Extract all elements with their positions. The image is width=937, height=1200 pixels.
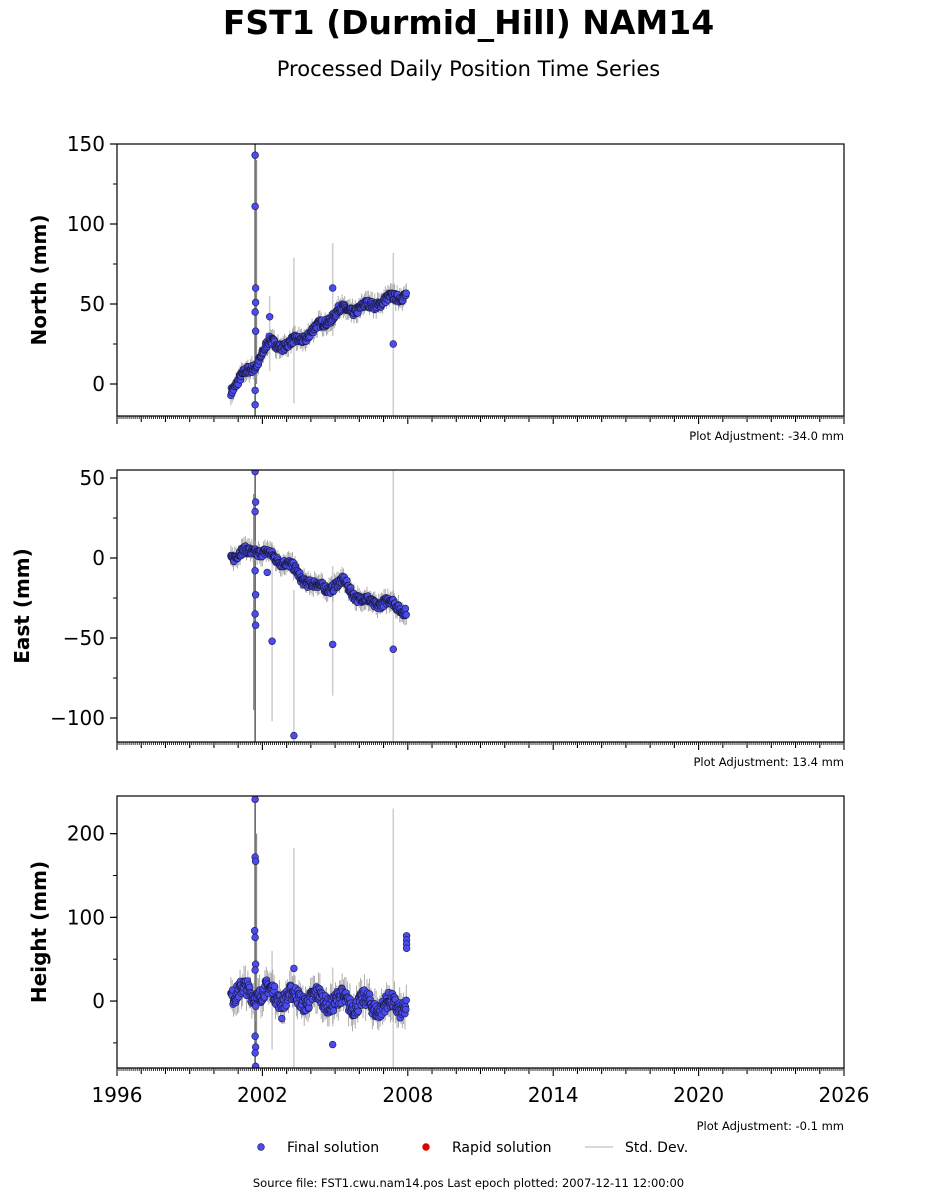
final-solution-point <box>328 640 337 649</box>
plot-adjustment-note: Plot Adjustment: -0.1 mm <box>697 1119 844 1133</box>
final-solution-point <box>251 202 259 211</box>
y-axis-label: Height (mm) <box>27 861 51 1003</box>
y-tick-label: −50 <box>63 626 105 650</box>
y-tick-label: 50 <box>80 466 105 490</box>
final-solution-point <box>251 857 260 865</box>
legend-label: Rapid solution <box>452 1140 552 1156</box>
source-footer: Source file: FST1.cwu.nam14.pos Last epo… <box>252 1176 685 1190</box>
final-solution-point <box>251 1032 259 1040</box>
final-solution-point <box>328 284 337 292</box>
final-solution-point <box>263 568 271 577</box>
final-solution-point <box>250 927 259 935</box>
final-solution-point <box>401 604 410 613</box>
y-tick-label: 100 <box>67 212 105 236</box>
final-solution-point <box>402 996 410 1005</box>
panel-north: 0 50 100 150 North (mm) Plot Adjustment: -34.… <box>27 132 845 443</box>
y-axis-label: North (mm) <box>27 214 51 345</box>
final-solution-point <box>251 327 260 335</box>
y-tick-label: 150 <box>67 132 105 156</box>
axes-frame <box>116 795 845 1069</box>
final-solution-point <box>252 1002 260 1010</box>
final-solution-point <box>251 610 259 618</box>
final-solution-marker <box>257 1143 265 1151</box>
final-solution-point <box>251 933 259 942</box>
plot-area <box>227 796 411 1068</box>
final-solution-point <box>251 151 259 159</box>
final-solution-point <box>402 289 410 297</box>
final-solution-point <box>251 308 259 316</box>
panel-height: 0 100 200 1996 2002 2008 2014 2020 2026 Height (m… <box>27 795 870 1133</box>
final-solution-point <box>251 621 260 629</box>
final-solution-point <box>251 507 259 516</box>
y-tick-label: 0 <box>92 372 105 396</box>
axes-frame <box>116 469 845 743</box>
final-solution-point <box>268 637 276 645</box>
final-solution-point <box>251 1062 260 1068</box>
final-solution-point <box>290 964 298 973</box>
final-solution-point <box>251 796 259 804</box>
plot-adjustment-note: Plot Adjustment: 13.4 mm <box>693 755 844 769</box>
y-tick-label: 0 <box>92 989 105 1013</box>
final-solution-point <box>270 982 279 991</box>
x-tick-label: 2026 <box>819 1083 870 1107</box>
y-tick-label: 0 <box>92 546 105 570</box>
final-solution-point <box>402 1005 410 1014</box>
y-tick-label: −100 <box>50 706 105 730</box>
panel-east: −100 −50 0 50 East (mm) Plot Adjustment: 13.4… <box>10 466 845 769</box>
legend: Final solution Rapid solution Std. Dev. <box>257 1140 688 1156</box>
legend-label: Std. Dev. <box>625 1140 688 1156</box>
final-solution-point <box>278 1014 286 1023</box>
axes-frame <box>116 143 845 417</box>
final-solution-point <box>251 284 260 292</box>
final-solution-point <box>251 401 259 409</box>
chart-title: FST1 (Durmid_Hill) NAM14 <box>222 3 715 42</box>
final-solution-point <box>328 1040 337 1049</box>
final-solution-point <box>329 1007 338 1015</box>
y-tick-label: 50 <box>80 292 105 316</box>
final-solution-point <box>251 470 259 476</box>
final-solution-point <box>251 298 260 307</box>
x-tick-label: 2008 <box>382 1083 433 1107</box>
y-tick-label: 200 <box>67 822 105 846</box>
final-solution-point <box>251 567 259 575</box>
final-solution-point <box>290 731 298 740</box>
final-solution-point <box>251 498 260 506</box>
chart-subtitle: Processed Daily Position Time Series <box>276 57 661 81</box>
final-solution-point <box>251 966 259 974</box>
x-tick-label: 2020 <box>673 1083 724 1107</box>
legend-label: Final solution <box>287 1140 379 1156</box>
x-tick-label: 2014 <box>528 1083 579 1107</box>
final-solution-point <box>354 1007 362 1016</box>
final-solution-point <box>402 944 411 953</box>
plot-area <box>227 144 410 416</box>
rapid-solution-marker <box>422 1143 430 1151</box>
final-solution-point <box>251 591 260 599</box>
final-solution-point <box>402 611 410 619</box>
plot-adjustment-note: Plot Adjustment: -34.0 mm <box>689 429 844 443</box>
final-solution-point <box>389 340 397 348</box>
y-tick-label: 100 <box>67 905 105 929</box>
plot-area <box>227 470 410 742</box>
final-solution-point <box>251 386 259 395</box>
y-axis-label: East (mm) <box>10 548 34 664</box>
final-solution-point <box>265 313 274 321</box>
x-tick-label: 1996 <box>92 1083 143 1107</box>
x-tick-label: 2002 <box>237 1083 288 1107</box>
final-solution-point <box>251 1049 259 1057</box>
final-solution-point <box>389 645 397 653</box>
